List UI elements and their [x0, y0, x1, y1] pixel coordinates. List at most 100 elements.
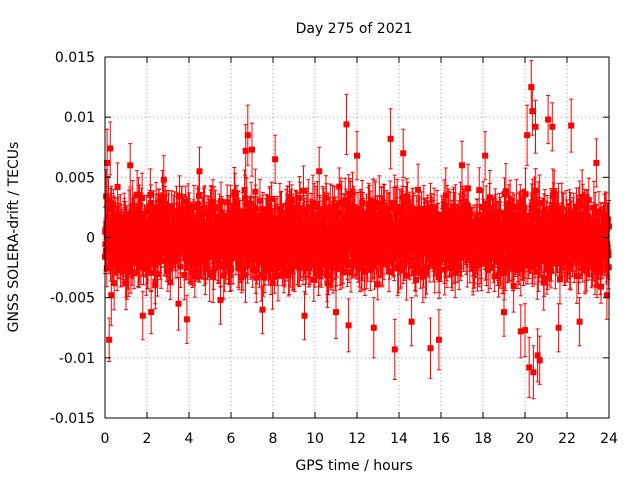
data-point [302, 225, 309, 232]
data-point [256, 259, 263, 266]
data-point [168, 203, 175, 210]
data-point [269, 280, 276, 287]
data-point [353, 219, 360, 226]
data-marks [102, 60, 612, 400]
data-point [209, 198, 216, 205]
data-point [274, 216, 281, 223]
data-point [333, 263, 340, 270]
data-point [321, 211, 328, 218]
data-point [131, 270, 138, 277]
data-point [310, 276, 317, 283]
data-point [239, 234, 246, 241]
data-point [135, 192, 142, 199]
data-point [225, 241, 232, 248]
data-point [167, 279, 174, 286]
data-point [369, 260, 376, 267]
data-point [263, 212, 270, 219]
data-point [314, 253, 321, 260]
data-point [288, 197, 295, 204]
data-point [355, 205, 362, 212]
data-point [366, 203, 373, 210]
data-point [296, 264, 303, 271]
data-point [210, 269, 217, 276]
data-point [165, 206, 172, 213]
data-point [148, 269, 155, 276]
data-point [111, 280, 118, 287]
data-point [181, 272, 188, 279]
data-point [325, 209, 332, 216]
data-point [373, 259, 380, 266]
data-point [304, 208, 311, 215]
data-point [163, 215, 170, 222]
data-point [300, 187, 307, 194]
data-point [229, 209, 236, 216]
data-point [103, 265, 110, 272]
data-point [249, 266, 256, 273]
data-point [194, 226, 201, 233]
data-point [288, 209, 295, 216]
data-point [162, 243, 169, 250]
data-point [224, 212, 231, 219]
data-point [190, 203, 197, 210]
data-point [237, 223, 244, 230]
data-point [363, 214, 370, 221]
data-point [275, 272, 282, 279]
data-point [307, 258, 314, 265]
data-point [342, 197, 349, 204]
data-point [143, 208, 150, 215]
data-point [322, 233, 329, 240]
data-point [234, 202, 241, 209]
data-point [243, 200, 250, 207]
data-point [244, 262, 251, 269]
data-point [150, 252, 157, 259]
data-point [129, 203, 136, 210]
data-point [340, 213, 347, 220]
data-point [144, 265, 151, 272]
data-point [136, 205, 143, 212]
data-point [172, 258, 179, 265]
data-point [252, 205, 259, 212]
data-point [195, 261, 202, 268]
data-point [194, 201, 201, 208]
data-point [164, 267, 171, 274]
data-point [242, 272, 249, 279]
data-point [129, 259, 136, 266]
data-point [294, 210, 301, 217]
data-point [369, 240, 376, 247]
data-point [196, 213, 203, 220]
data-point [374, 281, 381, 288]
data-point [325, 273, 332, 280]
data-point [139, 194, 146, 201]
data-point [217, 198, 224, 205]
data-point [238, 274, 245, 281]
data-point [357, 244, 364, 251]
data-point [349, 188, 356, 195]
data-point [182, 198, 189, 205]
data-point [316, 265, 323, 272]
data-point [297, 223, 304, 230]
data-point [311, 226, 318, 233]
data-point [331, 203, 338, 210]
data-point [132, 212, 139, 219]
data-point [287, 266, 294, 273]
data-point [346, 262, 353, 269]
data-point [217, 261, 224, 268]
data-point [323, 205, 330, 212]
data-point [277, 248, 284, 255]
data-point [191, 273, 198, 280]
data-point [137, 257, 144, 264]
data-point [142, 220, 149, 227]
data-point [285, 272, 292, 279]
data-point [133, 226, 140, 233]
data-point [147, 200, 154, 207]
data-point [120, 247, 127, 254]
data-point [127, 268, 134, 275]
data-point [248, 200, 255, 207]
data-point [231, 190, 238, 197]
data-point [380, 205, 387, 212]
data-point [276, 206, 283, 213]
data-point [268, 195, 275, 202]
data-point [344, 259, 351, 266]
chart-title: Day 275 of 2021 [296, 21, 413, 37]
